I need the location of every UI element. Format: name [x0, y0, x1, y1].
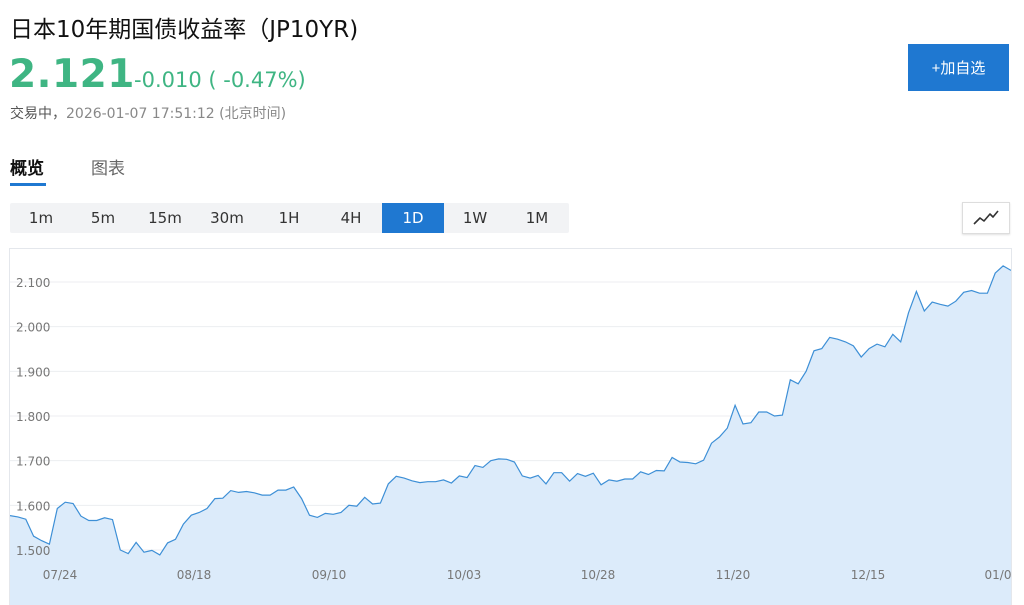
interval-15m[interactable]: 15m [148, 209, 182, 227]
chart-frame [9, 248, 1012, 605]
interval-30m[interactable]: 30m [210, 209, 244, 227]
y-tick-label: 1.800 [16, 410, 50, 424]
x-tick-label: 09/10 [312, 568, 347, 582]
y-tick-label: 2.000 [16, 321, 50, 335]
page-title: 日本10年期国债收益率（JP10YR) [10, 17, 359, 43]
interval-selector: 1m 5m 15m 30m 1H 4H 1D 1W 1M [10, 203, 569, 233]
active-tab-indicator [10, 183, 46, 186]
interval-1h[interactable]: 1H [278, 209, 300, 227]
x-tick-label: 07/24 [43, 568, 78, 582]
trading-status: 交易中，2026-01-07 17:51:12 (北京时间) [10, 103, 286, 123]
y-tick-label: 1.600 [16, 499, 50, 513]
y-tick-label: 1.500 [16, 544, 50, 558]
x-tick-label: 01/0 [985, 568, 1011, 582]
line-chart-icon [973, 210, 999, 225]
area-fill [10, 265, 1011, 605]
interval-5m[interactable]: 5m [90, 209, 116, 227]
x-tick-label: 12/15 [851, 568, 886, 582]
interval-1mo[interactable]: 1M [525, 209, 549, 227]
chart-type-button[interactable] [962, 202, 1010, 234]
y-tick-label: 2.100 [16, 276, 50, 290]
interval-1m[interactable]: 1m [28, 209, 54, 227]
x-tick-label: 08/18 [177, 568, 212, 582]
timestamp: 2026-01-07 17:51:12 (北京时间) [66, 106, 287, 122]
interval-1d[interactable]: 1D [382, 203, 444, 233]
interval-4h[interactable]: 4H [340, 209, 362, 227]
series-line [10, 265, 1011, 556]
tab-overview[interactable]: 概览 [10, 159, 44, 179]
current-yield: 2.121 [9, 52, 135, 97]
x-tick-label: 11/20 [716, 568, 751, 582]
yield-chart: 1.500 1.600 1.700 1.800 1.900 2.000 2.100 07/2… [10, 265, 1011, 605]
tab-chart[interactable]: 图表 [91, 159, 125, 179]
x-tick-label: 10/03 [447, 568, 482, 582]
add-watchlist-button[interactable]: +加自选 [908, 44, 1009, 91]
y-tick-label: 1.900 [16, 365, 50, 379]
interval-1w[interactable]: 1W [462, 209, 488, 227]
status-label: 交易中， [10, 106, 66, 122]
x-tick-label: 10/28 [581, 568, 616, 582]
y-tick-label: 1.700 [16, 455, 50, 469]
yield-change: -0.010 ( -0.47%) [134, 68, 306, 92]
